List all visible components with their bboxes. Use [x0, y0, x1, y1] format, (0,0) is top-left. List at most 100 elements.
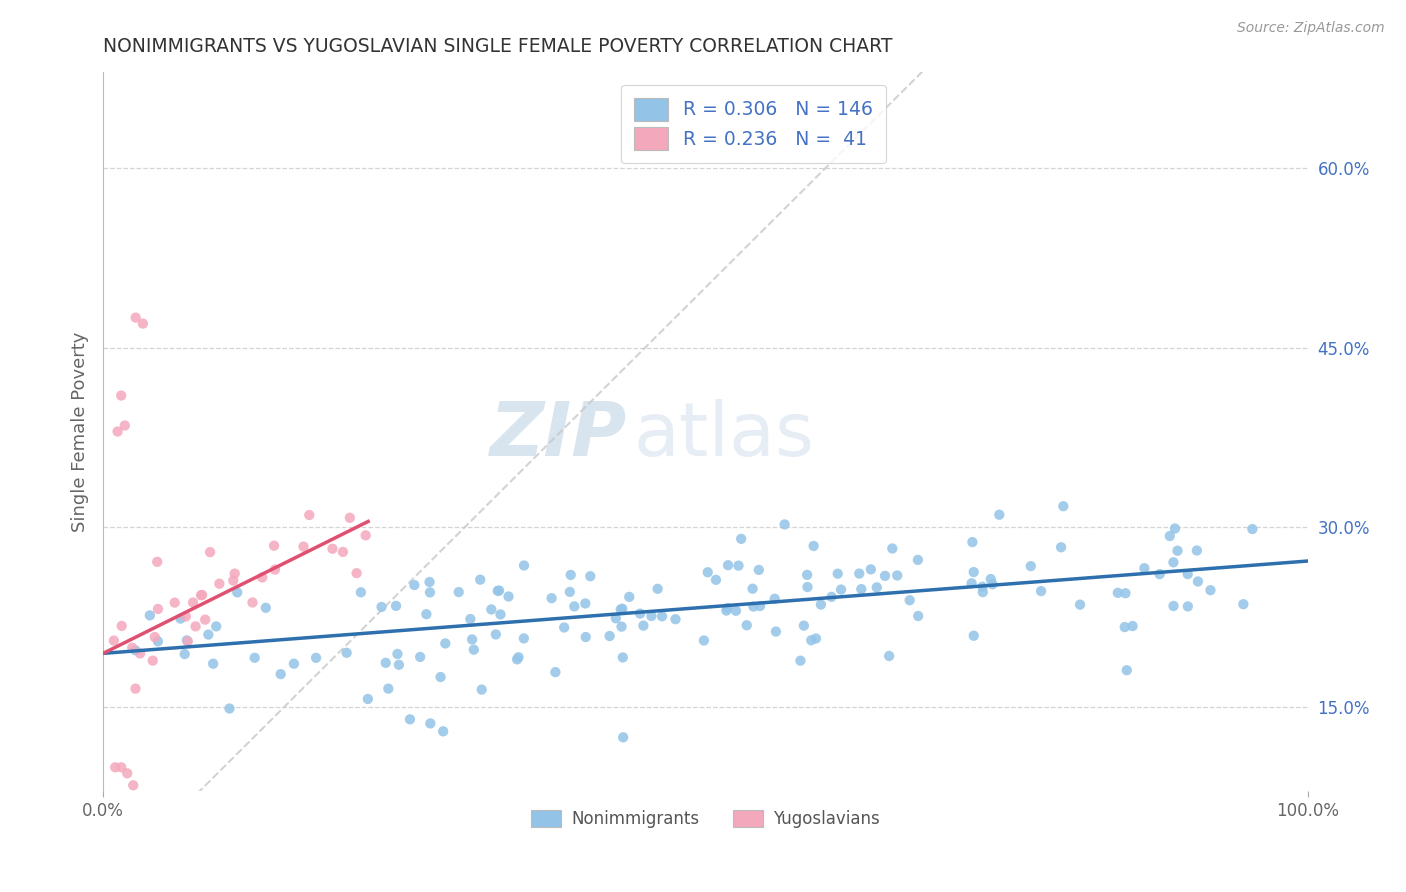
Point — [1069, 598, 1091, 612]
Point — [415, 607, 437, 622]
Point — [434, 636, 457, 650]
Point — [388, 657, 411, 672]
Point — [972, 580, 994, 594]
Point — [789, 654, 811, 668]
Point — [191, 588, 214, 602]
Point — [1199, 583, 1222, 598]
Point — [803, 539, 825, 553]
Point — [848, 566, 870, 581]
Point — [461, 632, 484, 647]
Point — [1114, 620, 1136, 634]
Point — [664, 612, 686, 626]
Point — [177, 634, 200, 648]
Point — [963, 629, 986, 643]
Point — [132, 317, 155, 331]
Point — [292, 540, 315, 554]
Point — [226, 585, 249, 599]
Point — [612, 601, 634, 615]
Point — [305, 650, 328, 665]
Point — [222, 574, 245, 588]
Point — [741, 582, 763, 596]
Point — [419, 716, 441, 731]
Point — [796, 580, 818, 594]
Point — [742, 599, 765, 614]
Point — [1159, 529, 1181, 543]
Point — [447, 585, 470, 599]
Point — [730, 532, 752, 546]
Point — [693, 633, 716, 648]
Point — [377, 681, 399, 696]
Point — [173, 647, 195, 661]
Point — [1029, 584, 1052, 599]
Point — [218, 701, 240, 715]
Point — [1019, 559, 1042, 574]
Legend: Nonimmigrants, Yugoslavians: Nonimmigrants, Yugoslavians — [524, 804, 886, 835]
Point — [830, 582, 852, 597]
Point — [489, 607, 512, 622]
Point — [886, 568, 908, 582]
Point — [110, 760, 132, 774]
Point — [773, 517, 796, 532]
Point — [114, 418, 136, 433]
Point — [224, 566, 246, 581]
Point — [717, 558, 740, 573]
Point — [763, 591, 786, 606]
Point — [981, 577, 1004, 591]
Point — [1164, 522, 1187, 536]
Point — [647, 582, 669, 596]
Point — [336, 646, 359, 660]
Point — [827, 566, 849, 581]
Point — [174, 609, 197, 624]
Point — [716, 601, 738, 615]
Point — [820, 590, 842, 604]
Point — [194, 613, 217, 627]
Point — [471, 682, 494, 697]
Point — [1163, 599, 1185, 613]
Point — [110, 388, 132, 402]
Point — [962, 535, 984, 549]
Point — [124, 643, 146, 657]
Point — [460, 612, 482, 626]
Point — [640, 609, 662, 624]
Point — [562, 599, 585, 614]
Point — [107, 425, 129, 439]
Point — [190, 588, 212, 602]
Point — [198, 545, 221, 559]
Point — [810, 598, 832, 612]
Point — [124, 681, 146, 696]
Point — [1185, 543, 1208, 558]
Point — [907, 609, 929, 624]
Point — [988, 508, 1011, 522]
Text: NONIMMIGRANTS VS YUGOSLAVIAN SINGLE FEMALE POVERTY CORRELATION CHART: NONIMMIGRANTS VS YUGOSLAVIAN SINGLE FEMA… — [103, 37, 893, 56]
Point — [628, 607, 651, 621]
Point — [540, 591, 562, 606]
Point — [1166, 543, 1188, 558]
Point — [254, 600, 277, 615]
Point — [1163, 555, 1185, 569]
Point — [142, 654, 165, 668]
Point — [122, 778, 145, 792]
Point — [579, 569, 602, 583]
Point — [793, 618, 815, 632]
Point — [270, 667, 292, 681]
Text: atlas: atlas — [633, 399, 814, 472]
Point — [800, 633, 823, 648]
Point — [298, 508, 321, 522]
Point — [387, 647, 409, 661]
Point — [121, 640, 143, 655]
Point — [980, 572, 1002, 586]
Point — [146, 602, 169, 616]
Point — [748, 563, 770, 577]
Point — [610, 602, 633, 616]
Point — [727, 558, 749, 573]
Point — [612, 731, 634, 745]
Point — [169, 611, 191, 625]
Point — [399, 712, 422, 726]
Point — [907, 553, 929, 567]
Point — [197, 627, 219, 641]
Point — [553, 620, 575, 634]
Point — [574, 597, 596, 611]
Point — [1177, 567, 1199, 582]
Point — [357, 692, 380, 706]
Point — [599, 629, 621, 643]
